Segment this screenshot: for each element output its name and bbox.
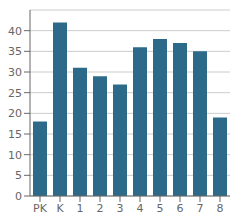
svg-text:40: 40	[8, 25, 22, 38]
svg-text:15: 15	[8, 128, 22, 141]
svg-text:8: 8	[217, 202, 224, 215]
svg-text:10: 10	[8, 149, 22, 162]
svg-text:20: 20	[8, 107, 22, 120]
svg-text:2: 2	[97, 202, 104, 215]
svg-text:1: 1	[77, 202, 84, 215]
svg-text:5: 5	[15, 169, 22, 182]
svg-text:4: 4	[137, 202, 144, 215]
svg-text:PK: PK	[33, 202, 48, 215]
svg-text:5: 5	[157, 202, 164, 215]
svg-text:30: 30	[8, 66, 22, 79]
svg-text:0: 0	[15, 190, 22, 203]
svg-text:3: 3	[117, 202, 124, 215]
svg-text:K: K	[56, 202, 64, 215]
svg-text:7: 7	[197, 202, 204, 215]
svg-text:25: 25	[8, 87, 22, 100]
svg-text:35: 35	[8, 45, 22, 58]
svg-text:6: 6	[177, 202, 184, 215]
